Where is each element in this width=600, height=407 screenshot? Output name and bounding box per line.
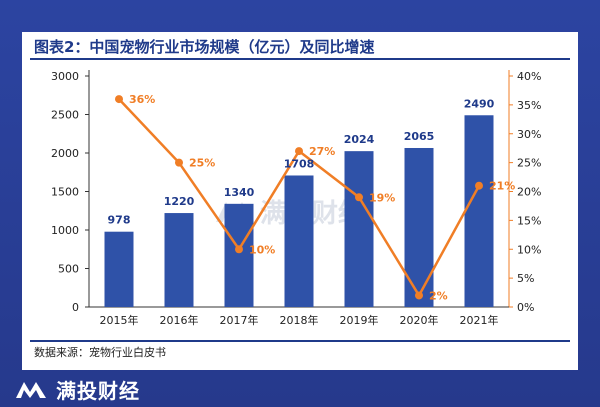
bar-value-label: 2490 — [464, 97, 495, 110]
axes: 0 500 1000 1500 2000 2500 3000 0% 5% 10% 15% 20% 25%… — [51, 70, 541, 327]
line-point — [415, 291, 423, 300]
line-point — [175, 158, 183, 167]
right-tick-label: 10% — [517, 243, 541, 256]
x-tick-label: 2020年 — [400, 313, 439, 327]
bar-value-label: 2065 — [404, 130, 435, 143]
line-value-label: 10% — [249, 243, 275, 256]
right-tick-label: 5% — [517, 272, 534, 285]
line-point — [475, 181, 483, 190]
line-point — [355, 193, 363, 202]
left-tick-label: 2000 — [51, 147, 79, 160]
line-series — [115, 95, 483, 300]
line-value-label: 27% — [309, 145, 335, 158]
line-point — [115, 95, 123, 104]
bar — [164, 213, 194, 307]
x-tick-label: 2015年 — [100, 313, 139, 327]
bar — [344, 151, 374, 307]
x-tick-label: 2019年 — [340, 313, 379, 327]
left-tick-label: 1500 — [51, 186, 79, 199]
line-value-label: 2% — [429, 289, 448, 302]
line-value-label: 21% — [489, 180, 515, 193]
bar-value-label: 1220 — [164, 195, 195, 208]
line-value-label: 36% — [129, 93, 155, 106]
left-tick-label: 2500 — [51, 109, 79, 122]
bar — [104, 231, 134, 307]
source-divider — [30, 340, 570, 342]
chart-card: 图表2：中国宠物行业市场规模（亿元）及同比增速 满投财经 05001000150… — [22, 32, 578, 370]
left-tick-label: 0 — [72, 301, 79, 314]
left-tick-label: 1000 — [51, 224, 79, 237]
x-tick-label: 2017年 — [220, 313, 259, 327]
chart-svg: 满投财经 0500100015002000250030000%5%10%15%2… — [51, 70, 541, 327]
line-point — [235, 245, 243, 254]
bar — [284, 175, 314, 307]
right-tick-label: 20% — [517, 186, 541, 199]
line-value-label: 25% — [189, 157, 215, 170]
data-labels: 978 1220 1340 1708 2024 2065 2490 36% 25% 10% 27% 1… — [108, 93, 516, 302]
bar-value-label: 1708 — [284, 157, 315, 170]
title-divider — [30, 58, 570, 60]
left-tick-label: 3000 — [51, 70, 79, 83]
line-value-label: 19% — [369, 191, 395, 204]
bar — [404, 147, 434, 307]
bar-value-label: 978 — [108, 214, 131, 227]
bar — [464, 115, 494, 308]
source-note: 数据来源：宠物行业白皮书 — [34, 346, 166, 359]
x-tick-label: 2021年 — [460, 313, 499, 327]
right-tick-label: 25% — [517, 157, 541, 170]
brand-mark-icon — [16, 382, 46, 398]
right-tick-label: 0% — [517, 301, 534, 314]
right-tick-label: 40% — [517, 70, 541, 83]
right-tick-label: 15% — [517, 214, 541, 227]
bar-value-label: 2024 — [344, 133, 375, 146]
bar-value-label: 1340 — [224, 186, 255, 199]
bar — [224, 203, 254, 307]
brand-name: 满投财经 — [56, 378, 140, 403]
bar-series — [104, 115, 494, 308]
right-tick-label: 30% — [517, 128, 541, 141]
line-point — [295, 147, 303, 156]
x-tick-label: 2016年 — [160, 313, 199, 327]
right-tick-label: 35% — [517, 99, 541, 112]
chart-title: 图表2：中国宠物行业市场规模（亿元）及同比增速 — [34, 38, 375, 56]
x-tick-label: 2018年 — [280, 313, 319, 327]
left-tick-label: 500 — [58, 263, 79, 276]
brand-logo: 满投财经 — [14, 375, 140, 403]
